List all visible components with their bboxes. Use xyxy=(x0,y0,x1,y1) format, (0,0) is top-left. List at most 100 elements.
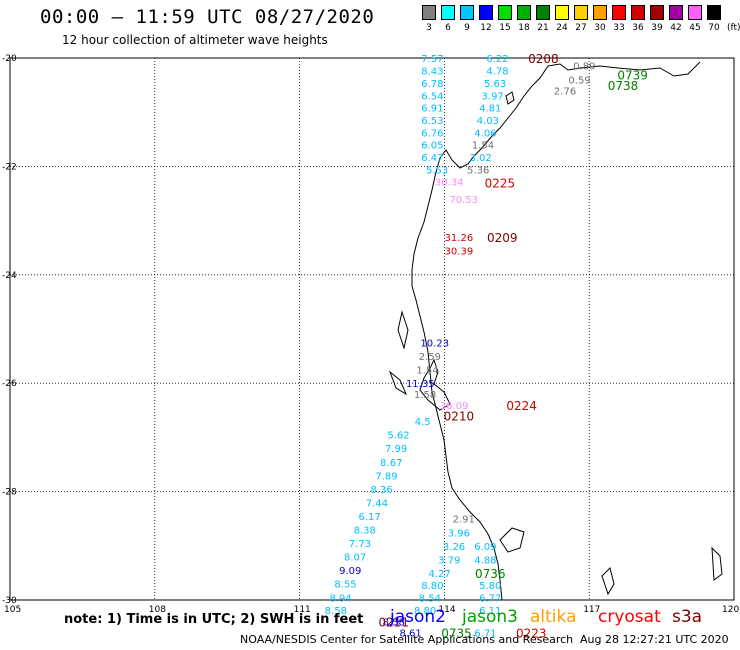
pass-time-label: 0225 xyxy=(485,177,516,191)
wave-height-label: 8.94 xyxy=(329,593,351,604)
wave-height-label: 1.58 xyxy=(414,390,436,401)
scale-swatch xyxy=(422,5,436,20)
wave-height-label: 6.71 xyxy=(474,629,496,640)
footer-credit: NOAA/NESDIS Center for Satellite Applica… xyxy=(240,633,574,646)
scale-label: 6 xyxy=(445,23,451,33)
lat-tick-label: -24 xyxy=(2,271,17,281)
wave-height-label: 8.43 xyxy=(421,66,443,77)
wave-height-label: 1.54 xyxy=(472,141,494,152)
satellite-altika: altika xyxy=(530,607,577,627)
scale-swatch xyxy=(479,5,493,20)
wave-height-label: 3.26 xyxy=(443,542,465,553)
wave-height-label: 11.35 xyxy=(406,379,435,390)
scale-swatch xyxy=(498,5,512,20)
wave-height-label: 3.79 xyxy=(438,555,460,566)
satellite-jason2: jason2 xyxy=(390,607,446,627)
pass-time-label: 0211 xyxy=(378,616,409,630)
scale-label: 70 xyxy=(708,23,720,33)
wave-height-label: 4.06 xyxy=(474,128,496,139)
wave-height-label: 70.53 xyxy=(449,195,478,206)
wave-height-label: 3.96 xyxy=(448,528,470,539)
lat-tick-label: -22 xyxy=(2,162,17,172)
footer-timestamp: Aug 28 12:27:21 UTC 2020 xyxy=(580,633,729,646)
lon-tick-label: 117 xyxy=(583,605,600,615)
wave-height-label: 6.05 xyxy=(421,141,443,152)
scale-label: 36 xyxy=(632,23,644,33)
wave-height-label: 5.62 xyxy=(387,431,409,442)
wave-height-label: 7.73 xyxy=(349,539,371,550)
wave-height-label: 5.63 xyxy=(484,79,506,90)
wave-height-label: 31.26 xyxy=(445,233,474,244)
scale-swatch xyxy=(536,5,550,20)
scale-swatch xyxy=(688,5,702,20)
scale-swatch xyxy=(669,5,683,20)
pass-time-label: 0738 xyxy=(608,79,639,93)
scale-label: 45 xyxy=(689,23,701,33)
wave-height-label: 4.5 xyxy=(415,417,431,428)
pass-time-label: 0224 xyxy=(506,399,537,413)
scale-swatch xyxy=(555,5,569,20)
wave-height-label: 7.99 xyxy=(385,444,407,455)
scale-swatch xyxy=(574,5,588,20)
wave-height-label: 6.54 xyxy=(421,91,443,102)
wave-height-label: 6.91 xyxy=(421,103,443,114)
coastline-southeast xyxy=(499,527,525,553)
pass-time-label: 0735 xyxy=(441,627,472,641)
lat-tick-label: -26 xyxy=(2,379,17,389)
scale-label: 39 xyxy=(651,23,663,33)
wave-height-label: 5.80 xyxy=(479,581,501,592)
wave-height-label: 8.38 xyxy=(354,526,376,537)
wave-height-label: 3.02 xyxy=(469,153,491,164)
wave-height-label: 4.81 xyxy=(479,103,501,114)
scale-label: 3 xyxy=(426,23,432,33)
scale-swatch xyxy=(707,5,721,20)
scale-label: 27 xyxy=(575,23,587,33)
scale-swatch xyxy=(460,5,474,20)
wave-height-label: 30.39 xyxy=(445,246,474,257)
lon-tick-label: 111 xyxy=(294,605,311,615)
observation-labels: 7.578.43 6.786.546.91 6.536.76 6.056.47 5.53… xyxy=(325,54,596,640)
satellite-jason3: jason3 xyxy=(462,607,518,627)
scale-label: 42 xyxy=(670,23,682,33)
coastline-mainland xyxy=(411,61,701,601)
wave-height-label: 1.54 xyxy=(416,366,438,377)
lat-tick-label: -28 xyxy=(2,488,17,498)
scale-swatch xyxy=(593,5,607,20)
wave-height-label: 36.09 xyxy=(440,401,469,412)
wave-height-label: 7.44 xyxy=(366,498,388,509)
scale-label: 15 xyxy=(499,23,511,33)
wave-height-label: 8.58 xyxy=(325,606,347,617)
scale-swatch xyxy=(612,5,626,20)
pass-time-label: 0209 xyxy=(487,231,518,245)
wave-height-label: 2.91 xyxy=(453,515,475,526)
wave-height-label: 0.59 xyxy=(568,76,590,87)
wave-height-label: 6.47 xyxy=(421,153,443,164)
map-title: 00:00 – 11:59 UTC 08/27/2020 xyxy=(40,6,375,28)
scale-swatch xyxy=(441,5,455,20)
coastline xyxy=(388,61,723,601)
lon-tick-label: 120 xyxy=(722,605,739,615)
scale-label: 9 xyxy=(464,23,470,33)
wave-height-label: 8.80 xyxy=(421,581,443,592)
lat-tick-label: -30 xyxy=(2,596,17,606)
scale-label: 33 xyxy=(613,23,625,33)
footer-note: note: 1) Time is in UTC; 2) SWH is in fe… xyxy=(64,612,364,627)
scale-label: 21 xyxy=(537,23,549,33)
lon-tick-label: 105 xyxy=(4,605,21,615)
pass-time-label: 0208 xyxy=(528,52,559,66)
wave-height-label: 8.80 xyxy=(414,606,436,617)
wave-height-label: 8.58 xyxy=(383,618,405,629)
scale-label: 30 xyxy=(594,23,606,33)
wave-height-label: 4.03 xyxy=(477,116,499,127)
coastline-bay xyxy=(419,358,451,411)
satellite-cryosat: cryosat xyxy=(598,607,661,627)
lat-tick-label: -20 xyxy=(2,54,17,64)
scale-swatch xyxy=(517,5,531,20)
wave-height-label: 7.89 xyxy=(375,471,397,482)
wave-height-label: 4.78 xyxy=(486,66,508,77)
scale-units: (ft) xyxy=(727,23,740,33)
wave-height-label: 8.36 xyxy=(371,485,393,496)
scale-label: 24 xyxy=(556,23,568,33)
